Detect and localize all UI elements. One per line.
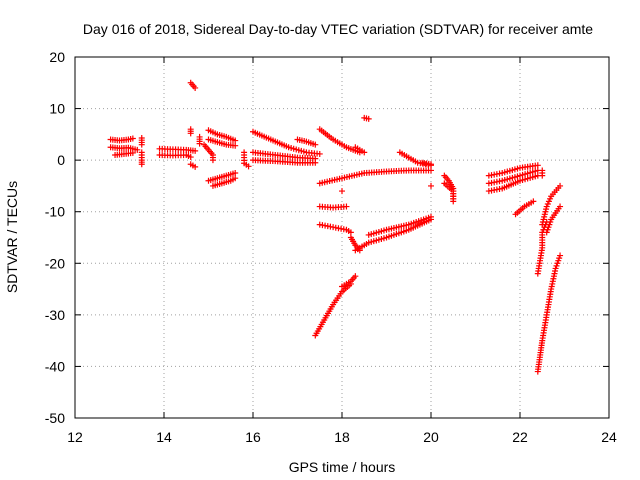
data-point	[209, 157, 216, 164]
y-tick-label: 10	[49, 101, 65, 117]
data-point	[232, 142, 239, 149]
y-tick-label: -50	[45, 410, 65, 426]
x-axis-ticks: 12 14 16 18 20 22 24	[67, 57, 617, 445]
data-point	[428, 161, 434, 168]
y-axis-label: SDTVAR / TECUs	[4, 181, 20, 293]
x-tick-label: 18	[334, 429, 350, 445]
data-point	[347, 229, 354, 236]
grid-lines	[75, 57, 609, 418]
y-tick-label: -30	[45, 307, 65, 323]
y-tick-label: -10	[45, 204, 65, 220]
chart-title: Day 016 of 2018, Sidereal Day-to-day VTE…	[83, 21, 593, 37]
y-tick-label: 0	[57, 152, 65, 168]
y-tick-label: 20	[49, 49, 65, 65]
data-point	[428, 182, 434, 189]
data-point	[312, 159, 319, 166]
data-point	[316, 150, 323, 157]
data-point	[192, 147, 199, 154]
data-point	[232, 175, 239, 182]
data-point	[187, 154, 194, 161]
data-point	[428, 167, 434, 174]
data-point	[539, 172, 546, 179]
data-point	[557, 252, 564, 259]
x-tick-label: 20	[423, 429, 439, 445]
x-tick-label: 22	[512, 429, 528, 445]
x-tick-label: 12	[67, 429, 83, 445]
data-point	[232, 170, 239, 177]
data-point	[557, 203, 564, 210]
data-point	[192, 84, 199, 91]
data-point	[312, 141, 319, 148]
x-tick-label: 14	[156, 429, 172, 445]
data-point	[138, 161, 145, 168]
data-point	[534, 162, 541, 169]
data-points	[107, 79, 564, 375]
data-point	[361, 149, 368, 156]
data-point	[245, 163, 252, 170]
data-point	[428, 213, 434, 220]
x-tick-label: 16	[245, 429, 261, 445]
data-point	[187, 130, 194, 137]
data-point	[450, 198, 457, 205]
data-point	[196, 140, 203, 147]
y-axis-ticks: 20 10 0 -10 -20 -30 -40 -50	[45, 49, 609, 426]
x-axis-label: GPS time / hours	[289, 459, 396, 475]
y-tick-label: -20	[45, 255, 65, 271]
x-tick-label: 24	[601, 429, 617, 445]
data-point	[129, 135, 136, 142]
y-tick-label: -40	[45, 358, 65, 374]
data-point	[134, 146, 141, 153]
data-point	[138, 141, 145, 148]
data-point	[343, 203, 350, 210]
data-point	[530, 198, 537, 205]
data-point	[361, 114, 368, 121]
data-point	[339, 188, 345, 195]
data-point	[232, 137, 239, 144]
data-point	[557, 182, 564, 189]
data-point	[352, 273, 359, 280]
data-point	[192, 163, 199, 170]
data-point	[129, 149, 136, 156]
